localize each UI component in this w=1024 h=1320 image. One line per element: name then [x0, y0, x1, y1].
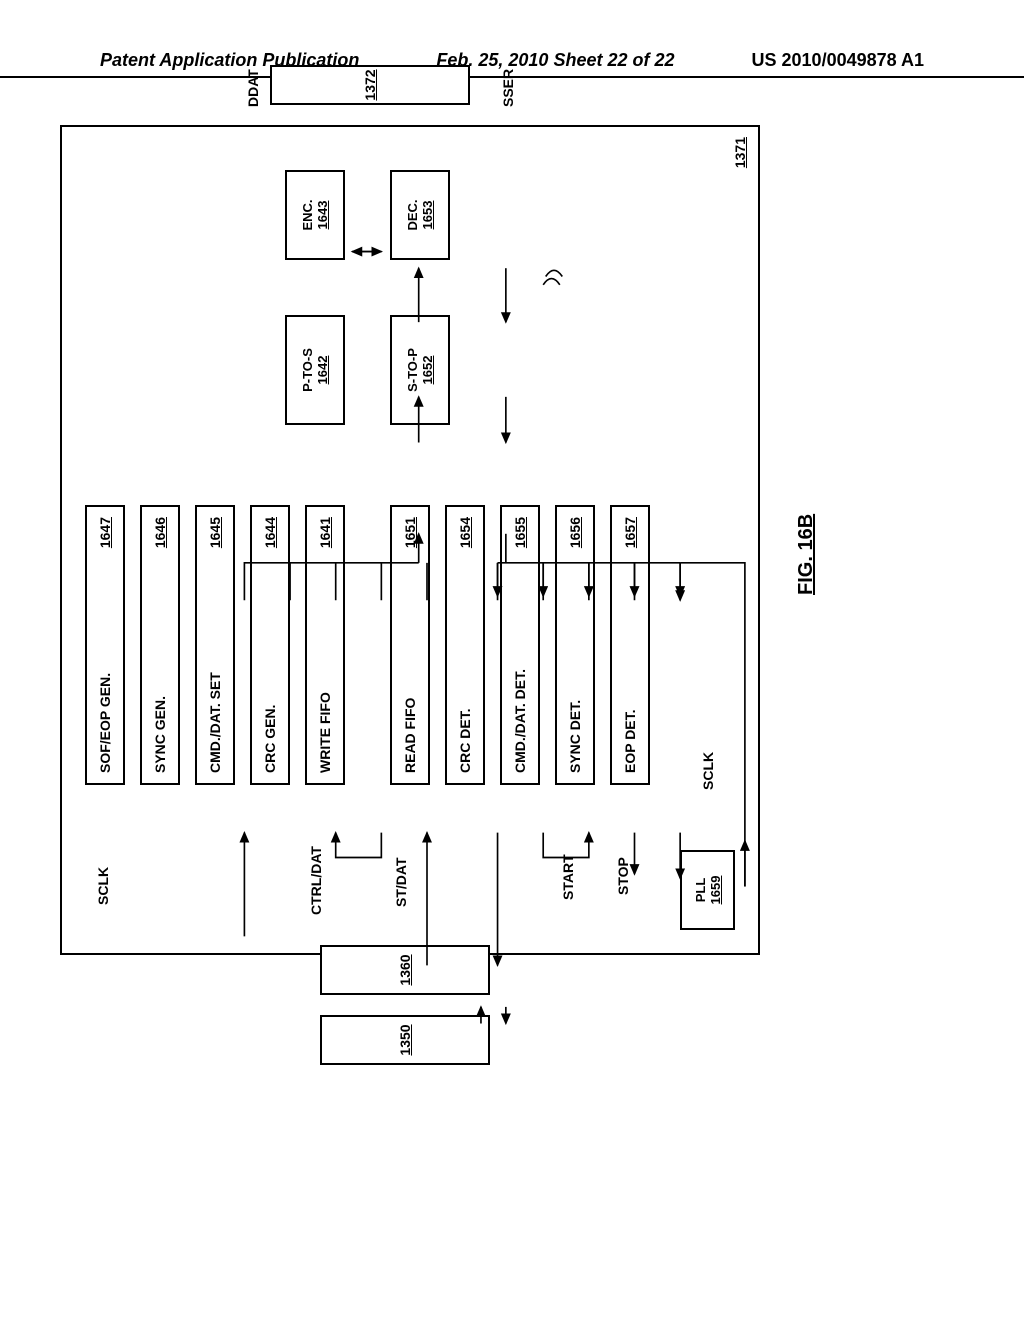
- block-1372: 1372: [270, 65, 470, 105]
- pub-number: US 2010/0049878 A1: [752, 50, 924, 71]
- label-ddat: DDAT: [245, 69, 261, 107]
- label-sser: SSER: [500, 69, 516, 107]
- block-diagram: 1371 1350 1360 1372 PLL 1659 SOF/EOP GEN…: [10, 235, 1010, 1065]
- date-sheet: Feb. 25, 2010 Sheet 22 of 22: [436, 50, 674, 71]
- ref-1371: 1371: [732, 137, 748, 168]
- connections: [10, 235, 1010, 1065]
